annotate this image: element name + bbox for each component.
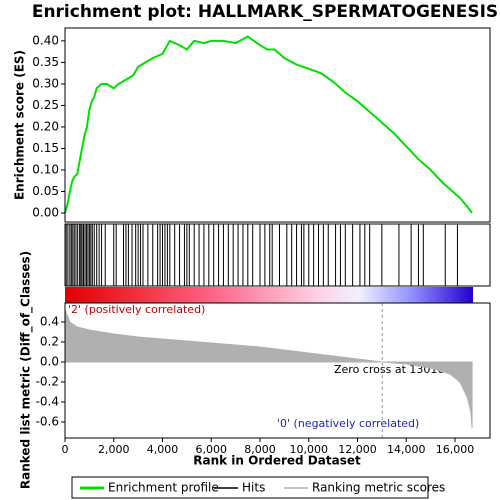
es-line xyxy=(64,35,473,214)
y-tick-label: 0.40 xyxy=(32,33,59,47)
y-tick-label: 0.15 xyxy=(32,141,59,155)
legend-label: Ranking metric scores xyxy=(312,481,445,495)
x-tick-label: 14,000 xyxy=(387,443,426,456)
y-tick-label: 0.20 xyxy=(32,119,59,133)
x-tick-label: 16,000 xyxy=(436,443,475,456)
x-tick-label: 2,000 xyxy=(98,443,130,456)
y-tick-label: 0.25 xyxy=(32,98,59,112)
metric-area xyxy=(64,309,473,429)
y-tick-label: 0.4 xyxy=(40,315,59,329)
y-axis-label: Enrichment score (ES) xyxy=(13,50,27,200)
x-tick-label: 0 xyxy=(62,443,69,456)
x-tick-label: 6,000 xyxy=(195,443,227,456)
y-tick-label: -0.6 xyxy=(36,415,59,429)
y-tick-label: 0.0 xyxy=(40,355,59,369)
y-tick-label: 0.05 xyxy=(32,184,59,198)
legend-label: Enrichment profile xyxy=(108,481,219,495)
chart-title: Enrichment plot: HALLMARK_SPERMATOGENESI… xyxy=(32,2,498,22)
panel-frame xyxy=(64,223,491,287)
x-tick-label: 12,000 xyxy=(338,443,377,456)
annotation: '2' (positively correlated) xyxy=(68,303,205,316)
legend xyxy=(71,476,429,499)
legend-label: Hits xyxy=(242,481,265,495)
y-tick-label: 0.30 xyxy=(32,76,59,90)
annotation: Zero cross at 13016 xyxy=(334,363,444,376)
x-tick-label: 4,000 xyxy=(147,443,179,456)
y-tick-label: -0.4 xyxy=(36,395,59,409)
x-tick-label: 10,000 xyxy=(289,443,328,456)
y-tick-label: 0.35 xyxy=(32,55,59,69)
x-axis-label: Rank in Ordered Dataset xyxy=(193,454,361,468)
annotation: '0' (negatively correlated) xyxy=(277,417,419,430)
color-bar xyxy=(65,287,473,303)
y-axis-label: Ranked list metric (Diff_of_Classes) xyxy=(19,251,34,489)
y-tick-label: 0.10 xyxy=(32,162,59,176)
y-tick-label: 0.00 xyxy=(32,205,59,219)
x-tick-label: 8,000 xyxy=(244,443,276,456)
y-tick-label: 0.2 xyxy=(40,335,59,349)
panel-frame xyxy=(64,27,491,223)
y-tick-label: -0.2 xyxy=(36,375,59,389)
panel-frame xyxy=(64,302,491,439)
